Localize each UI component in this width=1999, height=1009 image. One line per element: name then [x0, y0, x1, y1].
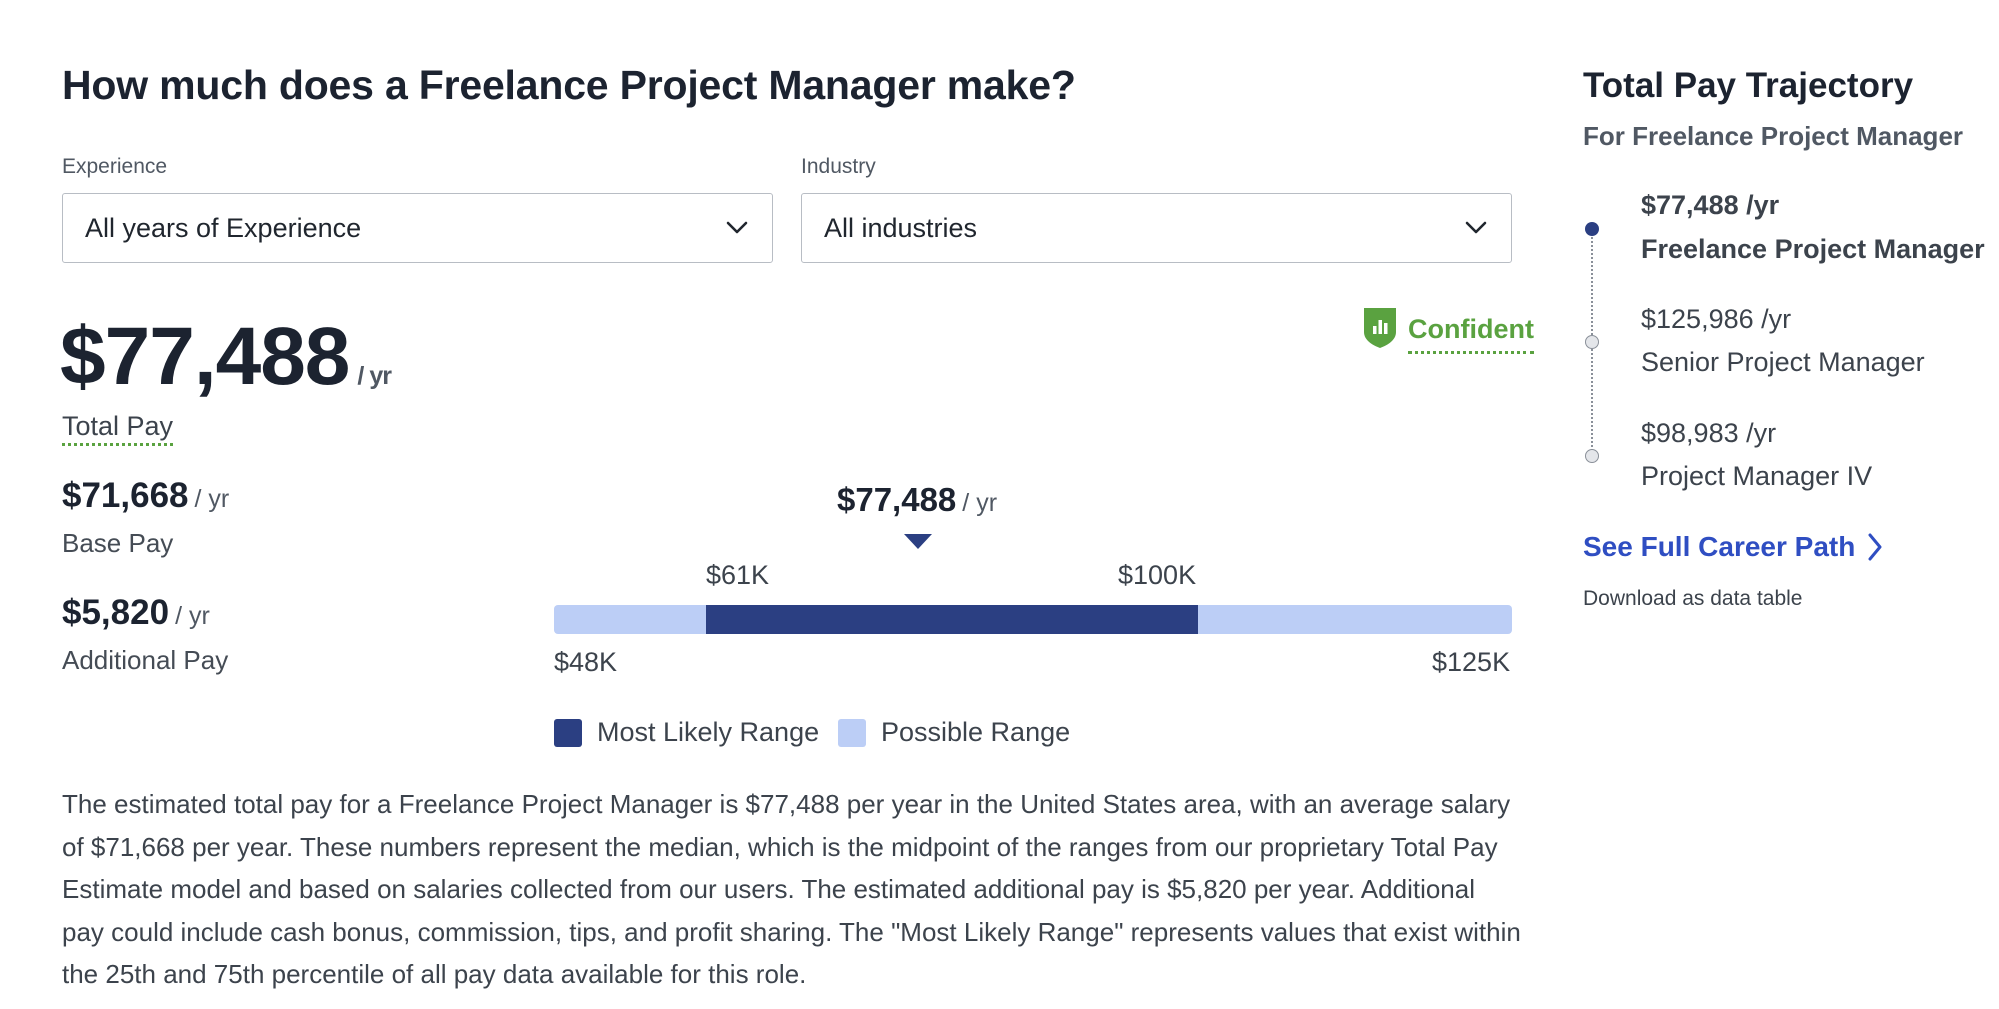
base-pay-value: $71,668	[62, 476, 189, 515]
confidence-badge[interactable]: Confident	[1362, 306, 1534, 354]
additional-pay-unit: / yr	[175, 602, 210, 630]
confidence-label: Confident	[1408, 314, 1534, 354]
download-data-table-link[interactable]: Download as data table	[1583, 587, 1803, 610]
additional-pay-value: $5,820	[62, 593, 170, 632]
triangle-down-icon	[904, 534, 932, 549]
median-label: $77,488/ yr	[837, 481, 997, 519]
chevron-right-icon	[1868, 533, 1882, 561]
trajectory-item-title[interactable]: Project Manager IV	[1641, 461, 1873, 491]
total-pay-label-text: Total Pay	[62, 411, 174, 446]
shield-bar-chart-icon	[1364, 308, 1396, 348]
career-link-label: See Full Career Path	[1583, 531, 1856, 562]
total-pay-value: $77,488	[60, 311, 350, 402]
experience-select-value: All years of Experience	[85, 212, 362, 243]
pay-description: The estimated total pay for a Freelance …	[62, 789, 1521, 990]
trajectory-item-salary: $125,986 /yr	[1641, 304, 1792, 334]
base-pay-unit: / yr	[194, 485, 230, 513]
trajectory-item-title[interactable]: Freelance Project Manager	[1641, 234, 1985, 264]
additional-pay-label: Additional Pay	[62, 645, 229, 675]
total-pay-unit: / yr	[357, 362, 392, 390]
chevron-down-icon	[1465, 221, 1487, 234]
industry-label: Industry	[801, 155, 876, 178]
page-title: How much does a Freelance Project Manage…	[62, 62, 1076, 108]
total-pay-label[interactable]: Total Pay	[62, 411, 174, 446]
legend-likely-label: Most Likely Range	[597, 717, 820, 747]
trajectory-title: Total Pay Trajectory	[1583, 66, 1914, 105]
experience-select[interactable]: All years of Experience	[62, 193, 773, 263]
additional-pay-amount: $5,820/ yr	[62, 593, 210, 633]
likely-low-label: $61K	[706, 560, 770, 590]
median-unit: / yr	[962, 489, 998, 517]
trajectory-subtitle: For Freelance Project Manager	[1583, 121, 1964, 151]
base-pay-label: Base Pay	[62, 528, 174, 558]
legend-likely-swatch	[554, 719, 582, 747]
trajectory-item-title[interactable]: Senior Project Manager	[1641, 347, 1925, 377]
timeline-dot-current	[1585, 222, 1599, 236]
industry-select-value: All industries	[824, 212, 978, 243]
chevron-down-icon	[726, 221, 748, 234]
timeline-dot	[1585, 449, 1599, 463]
most-likely-range-bar	[706, 605, 1198, 634]
trajectory-item-salary: $77,488 /yr	[1641, 190, 1780, 220]
legend-possible-swatch	[838, 719, 866, 747]
see-full-career-path-link[interactable]: See Full Career Path	[1583, 531, 1883, 563]
likely-high-label: $100K	[1118, 560, 1197, 590]
experience-label: Experience	[62, 155, 168, 178]
range-min-label: $48K	[554, 647, 618, 677]
total-pay-amount: $77,488/ yr	[60, 310, 392, 404]
median-value: $77,488	[837, 481, 957, 518]
industry-select[interactable]: All industries	[801, 193, 1512, 263]
range-max-label: $125K	[1432, 647, 1511, 677]
base-pay-amount: $71,668/ yr	[62, 476, 229, 516]
timeline-dot	[1585, 335, 1599, 349]
legend-possible-label: Possible Range	[881, 717, 1071, 747]
trajectory-item-salary: $98,983 /yr	[1641, 418, 1777, 448]
